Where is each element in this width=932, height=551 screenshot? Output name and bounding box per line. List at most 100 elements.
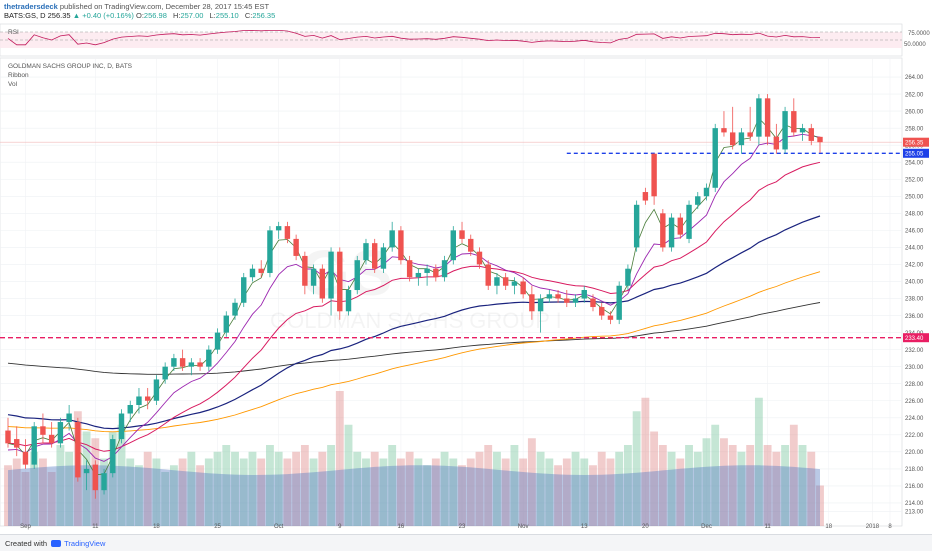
volume-bar [466, 458, 475, 526]
volume-bar [589, 465, 597, 526]
candle-body [162, 366, 168, 380]
high-label: H: [172, 11, 181, 20]
volume-bar [510, 445, 519, 526]
horizontal-lines [0, 141, 902, 339]
candle-body [677, 217, 684, 235]
volume-bar [702, 438, 711, 526]
price-change: ▲ +0.40 (+0.16%) [72, 11, 134, 20]
candle-body [363, 243, 369, 261]
volume-bar [449, 458, 458, 526]
volume-bar [676, 458, 685, 526]
volume-bar [789, 424, 798, 526]
volume-bar [667, 451, 676, 526]
y-tick-label: 248.00 [905, 212, 924, 218]
candle-body [398, 230, 404, 261]
open-label: O: [136, 11, 144, 20]
candle-body [764, 98, 771, 137]
rsi-level-50: 50.0000 [904, 42, 926, 48]
volume-bar [423, 465, 432, 526]
price-axis: 264.00262.00260.00258.00256.00254.00252.… [903, 75, 929, 516]
candle-body [197, 362, 203, 367]
price-label-text: 233.40 [905, 336, 924, 342]
candle-body [179, 358, 186, 367]
y-tick-label: 262.00 [905, 92, 924, 98]
volume-bar [501, 458, 510, 526]
volume-bar [47, 472, 56, 526]
candle-body [607, 315, 614, 320]
price-label-box [903, 148, 929, 158]
open-value: 256.98 [143, 11, 167, 20]
candle-body [337, 251, 343, 312]
y-tick-label: 252.00 [905, 177, 924, 183]
ribbon-label: Ribbon [8, 72, 29, 79]
candle-body [599, 307, 605, 316]
candle-body [450, 230, 456, 261]
candle-body [651, 153, 657, 197]
chart-header: thetradersdeck published on TradingView.… [0, 0, 932, 22]
volume-bar [274, 451, 283, 526]
volume-bar [196, 465, 205, 526]
grid [0, 57, 903, 527]
candle-body [703, 187, 710, 197]
x-tick-label: 20 [642, 524, 649, 530]
volume-bar [38, 458, 47, 526]
y-tick-label: 240.00 [905, 280, 924, 286]
candle-body [695, 196, 701, 205]
candle-body [433, 268, 439, 278]
candle-body [406, 260, 413, 278]
y-tick-label: 236.00 [905, 314, 924, 320]
x-tick-label: Sep [20, 524, 31, 530]
ema-8-line [7, 133, 821, 462]
x-tick-label: 18 [153, 524, 160, 530]
volume-bar [580, 458, 589, 526]
volume-bar [388, 445, 397, 526]
y-tick-label: 216.00 [905, 484, 924, 490]
ema-100-line [7, 271, 821, 433]
candle-body [171, 358, 177, 367]
candle-body [110, 439, 116, 474]
x-tick-label: Oct [274, 524, 284, 530]
candle-body [572, 298, 579, 303]
candle-body [284, 226, 291, 239]
volume-bar [440, 451, 449, 526]
symbol-info: BATS:GS, D [4, 11, 46, 20]
volume-bar [763, 445, 772, 526]
candle-body [241, 277, 247, 303]
publisher-link[interactable]: thetradersdeck [4, 2, 58, 11]
candle-body [118, 413, 125, 440]
volume-bar [65, 451, 74, 526]
candle-body [808, 128, 814, 141]
y-tick-label: 228.00 [905, 382, 924, 388]
time-axis: Sep 11 18 25 Oct 9 16 23 Nov 13 20 Dec 11 18 2018 8 [20, 524, 892, 530]
y-tick-label: 220.00 [905, 450, 924, 456]
volume-bar [204, 458, 213, 526]
volume-bar [266, 445, 274, 526]
created-with-text: Created with [5, 539, 48, 548]
y-tick-label: 250.00 [905, 194, 924, 200]
volume-bar [641, 397, 650, 526]
main-title: GOLDMAN SACHS GROUP INC, D, BATS [8, 63, 133, 70]
candle-body [468, 238, 474, 252]
volume-average-area [8, 465, 820, 526]
x-tick-label: 23 [459, 524, 466, 530]
volume-bar [720, 438, 728, 526]
tradingview-brand[interactable]: TradingView [64, 539, 106, 548]
candle-body [729, 132, 736, 146]
candle-body [668, 217, 675, 248]
main-frame [0, 57, 903, 527]
volume-bar [353, 451, 362, 526]
volume-bar [327, 445, 335, 526]
x-tick-label: 9 [338, 524, 342, 530]
candle-body [642, 192, 649, 201]
volume-bar [431, 458, 440, 526]
candle-body [485, 264, 491, 286]
volume-bar [414, 458, 423, 526]
candle-body [660, 213, 666, 248]
volume-bar [623, 445, 632, 526]
volume-bar [292, 451, 301, 526]
y-tick-label: 226.00 [905, 399, 924, 405]
volume-bar [536, 451, 545, 526]
candle-body [441, 260, 448, 278]
candle-body [319, 268, 326, 299]
candle-body [817, 136, 823, 143]
